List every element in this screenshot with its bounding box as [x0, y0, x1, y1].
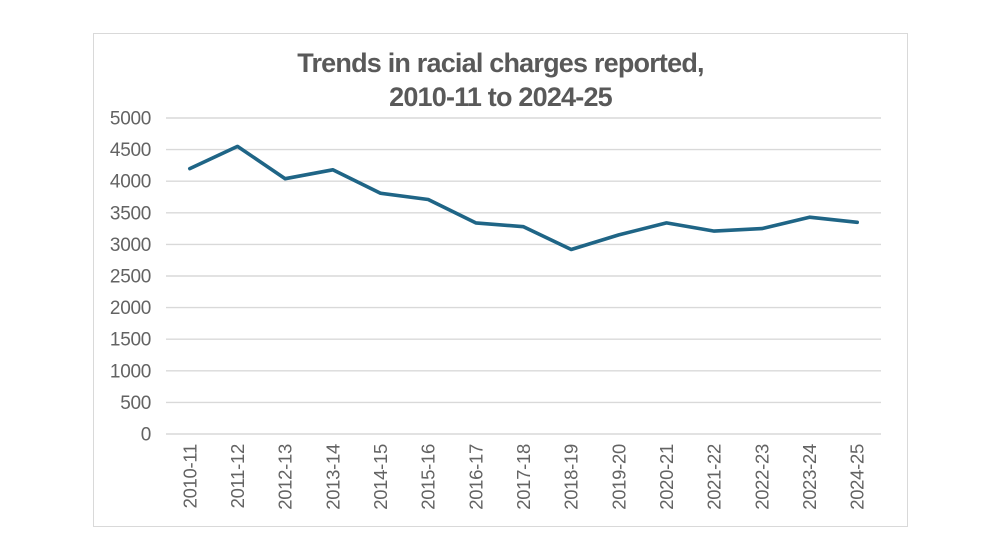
x-axis-tick-label: 2014-15: [370, 444, 391, 510]
y-axis-tick-label: 0: [141, 425, 151, 446]
x-axis-tick-label: 2022-23: [751, 444, 772, 510]
x-axis-tick-label: 2016-17: [465, 444, 486, 510]
chart-frame: Trends in racial charges reported, 2010-…: [93, 33, 908, 527]
x-axis-tick-label: 2012-13: [275, 444, 296, 510]
x-axis-tick-label: 2010-11: [179, 444, 200, 508]
x-axis-tick-label: 2018-19: [561, 444, 582, 510]
x-axis-tick-label: 2015-16: [418, 444, 439, 510]
x-axis-tick-label: 2023-24: [799, 444, 820, 510]
y-axis-tick-label: 4500: [110, 140, 151, 161]
y-axis-tick-label: 2000: [110, 298, 151, 319]
chart-title-line1: Trends in racial charges reported,: [297, 48, 704, 78]
y-axis-tick-label: 1000: [110, 361, 151, 382]
y-axis-tick-label: 2500: [110, 267, 151, 288]
x-axis-tick-label: 2020-21: [656, 444, 677, 510]
line-chart-plot: 5000450040003500300025002000150010005000…: [110, 109, 881, 510]
x-axis-tick-label: 2013-14: [322, 444, 343, 510]
x-axis-tick-label: 2011-12: [227, 444, 248, 508]
chart-title: Trends in racial charges reported, 2010-…: [94, 46, 907, 114]
x-axis-tick-label: 2024-25: [847, 444, 868, 510]
y-axis-tick-label: 3000: [110, 235, 151, 256]
y-axis-tick-label: 5000: [110, 109, 151, 130]
x-axis-tick-label: 2017-18: [513, 444, 534, 510]
data-line-series: [188, 144, 860, 252]
y-axis-tick-label: 500: [120, 393, 151, 414]
chart-title-line2: 2010-11 to 2024-25: [389, 82, 613, 112]
x-axis-tick-label: 2019-20: [608, 444, 629, 510]
x-axis-tick-label: 2021-22: [704, 444, 725, 510]
y-axis-tick-label: 1500: [110, 330, 151, 351]
y-axis-tick-label: 3500: [110, 203, 151, 224]
y-axis-tick-label: 4000: [110, 172, 151, 193]
